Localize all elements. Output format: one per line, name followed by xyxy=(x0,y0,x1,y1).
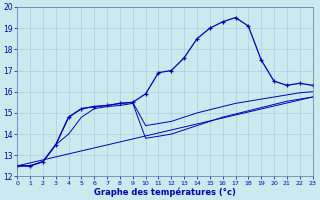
X-axis label: Graphe des températures (°c): Graphe des températures (°c) xyxy=(94,187,236,197)
